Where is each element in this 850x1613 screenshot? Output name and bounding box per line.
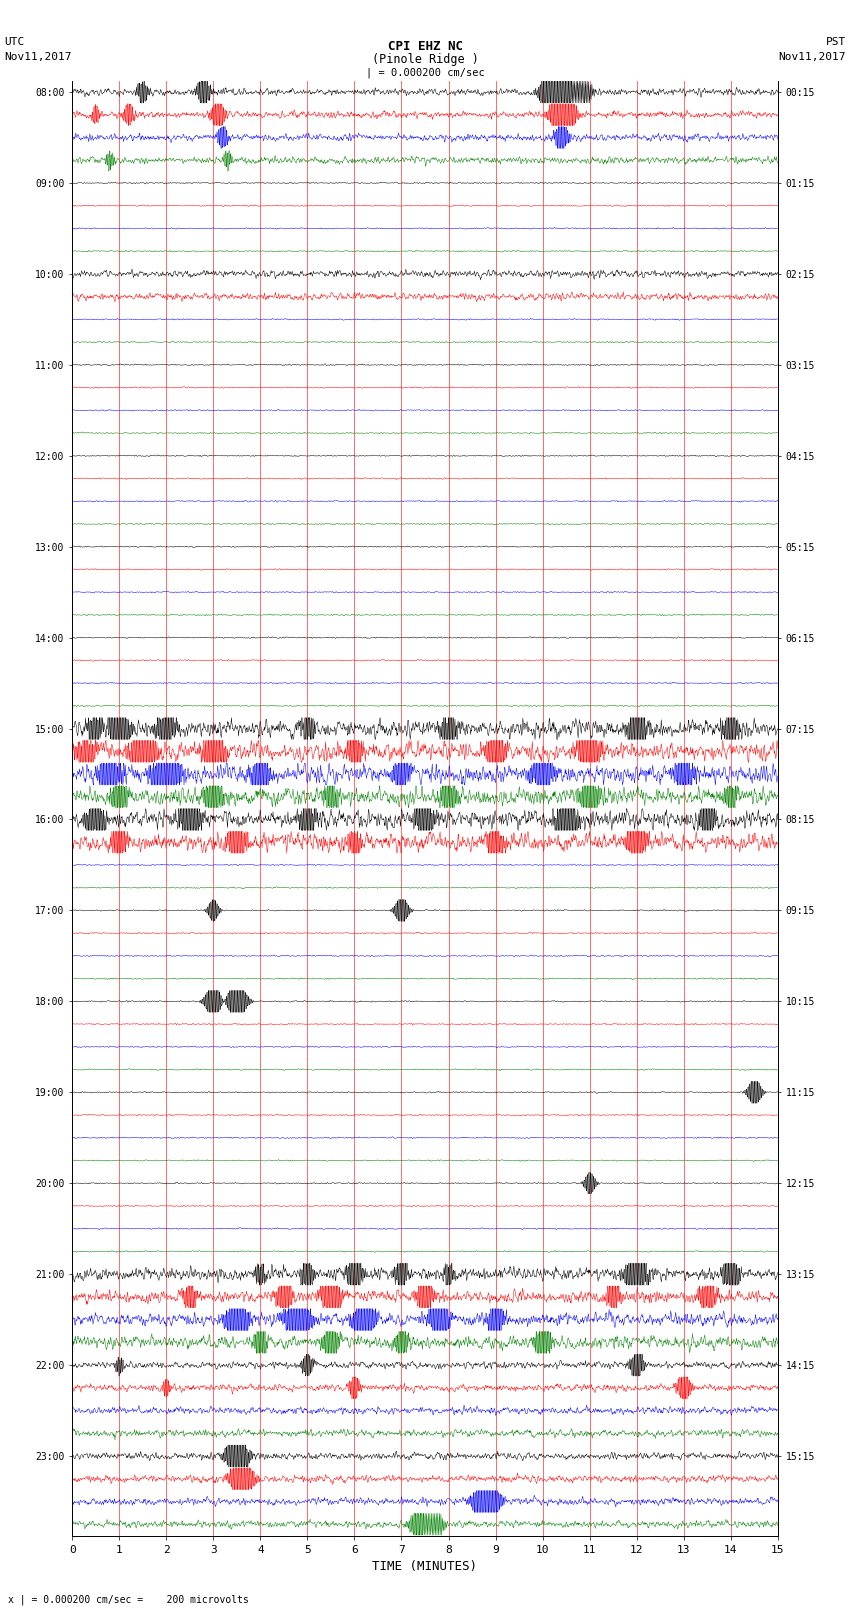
Text: Nov11,2017: Nov11,2017 — [779, 52, 846, 61]
Text: (Pinole Ridge ): (Pinole Ridge ) — [371, 53, 479, 66]
Text: x | = 0.000200 cm/sec =    200 microvolts: x | = 0.000200 cm/sec = 200 microvolts — [8, 1594, 249, 1605]
Text: UTC: UTC — [4, 37, 25, 47]
Text: PST: PST — [825, 37, 846, 47]
Text: | = 0.000200 cm/sec: | = 0.000200 cm/sec — [366, 68, 484, 79]
Text: CPI EHZ NC: CPI EHZ NC — [388, 40, 462, 53]
Text: Nov11,2017: Nov11,2017 — [4, 52, 71, 61]
X-axis label: TIME (MINUTES): TIME (MINUTES) — [372, 1560, 478, 1573]
